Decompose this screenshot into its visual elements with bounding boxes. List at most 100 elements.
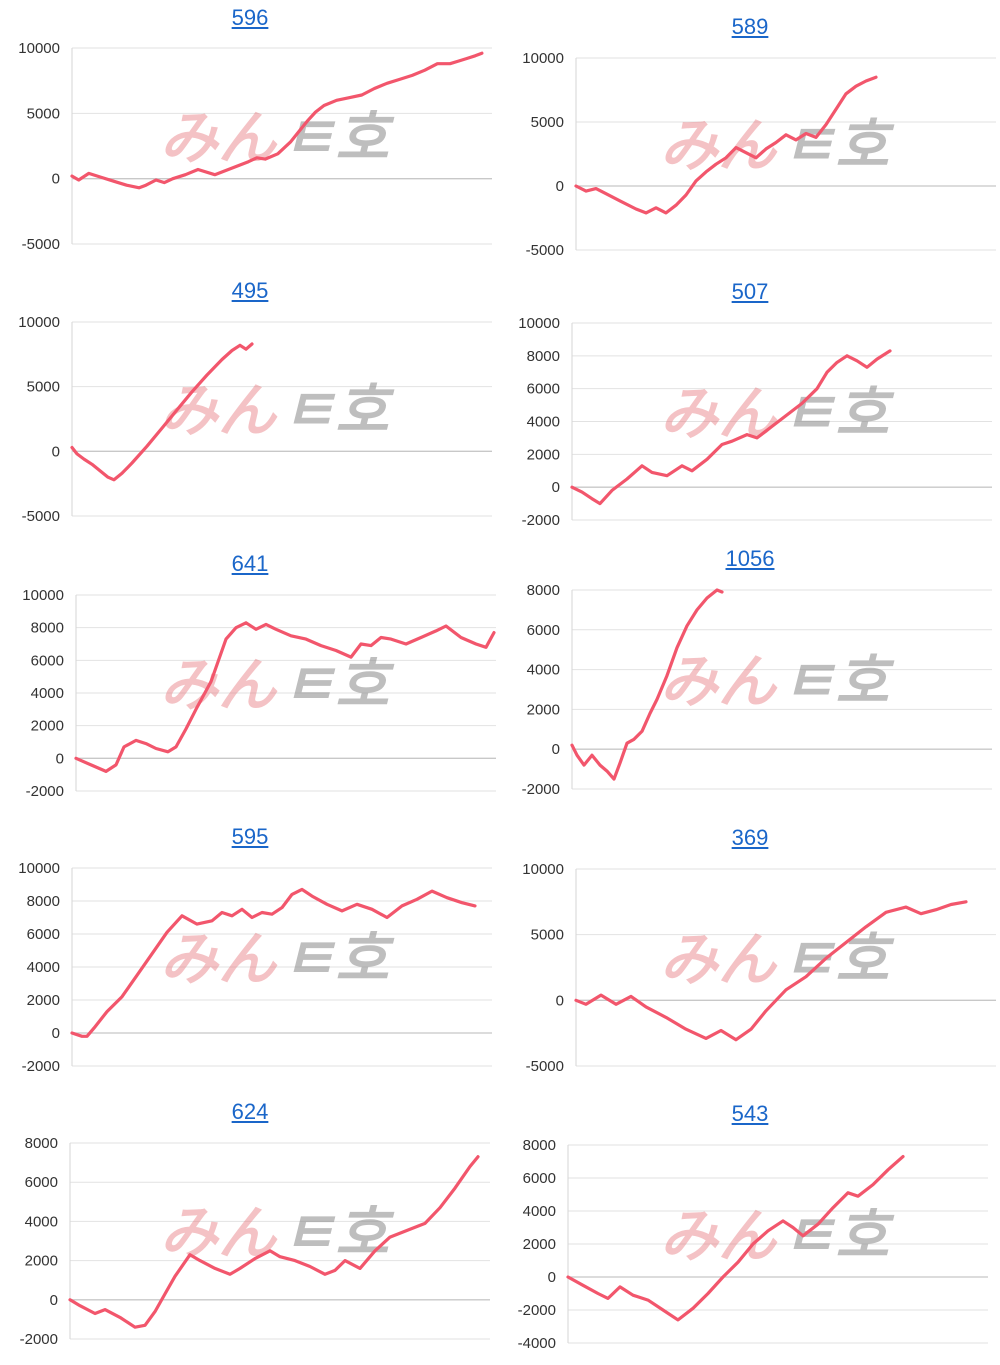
svg-text:ㅌ호: ㅌ호 — [282, 651, 395, 719]
y-tick-label: -4000 — [518, 1335, 556, 1352]
chart-title-link[interactable]: 495 — [231, 278, 269, 303]
svg-text:みん: みん — [160, 377, 278, 445]
watermark-logo: みん ㅌ호 — [660, 647, 895, 715]
svg-text:ㅌ호: ㅌ호 — [282, 1199, 395, 1267]
y-tick-label: 4000 — [527, 662, 560, 679]
y-tick-label: -2000 — [522, 512, 560, 529]
y-tick-label: 0 — [548, 1269, 556, 1286]
y-tick-label: -2000 — [522, 781, 560, 798]
series-line — [70, 342, 254, 482]
y-tick-label: 10000 — [18, 40, 60, 57]
y-tick-label: 4000 — [25, 1213, 58, 1230]
svg-text:みん: みん — [660, 925, 778, 993]
y-tick-label: 8000 — [31, 620, 64, 637]
y-tick-label: 10000 — [22, 587, 64, 604]
watermark-logo: みん ㅌ호 — [660, 925, 895, 993]
y-tick-label: 6000 — [27, 926, 60, 943]
y-tick-label: 0 — [52, 443, 60, 460]
y-tick-label: 8000 — [523, 1137, 556, 1154]
y-tick-label: 10000 — [522, 50, 564, 67]
y-tick-label: 0 — [52, 171, 60, 188]
watermark-logo: みん ㅌ호 — [660, 379, 895, 447]
series-line — [74, 621, 496, 773]
chart-title-link[interactable]: 641 — [231, 551, 269, 576]
chart-plot: 8000 6000 4000 2000 0 -2000 -4000 みん ㅌ호 — [518, 1137, 988, 1352]
y-tick-label: 4000 — [31, 685, 64, 702]
y-tick-label: 5000 — [531, 114, 564, 131]
y-tick-label: 10000 — [522, 861, 564, 878]
y-tick-label: -2000 — [26, 783, 64, 800]
y-tick-label: -2000 — [518, 1302, 556, 1319]
y-tick-label: 0 — [552, 479, 560, 496]
y-tick-label: 8000 — [27, 893, 60, 910]
svg-text:ㅌ호: ㅌ호 — [782, 112, 895, 180]
chart-title-link[interactable]: 624 — [231, 1099, 269, 1124]
y-tick-label: 0 — [556, 992, 564, 1009]
y-tick-label: 2000 — [31, 718, 64, 735]
y-tick-label: 6000 — [527, 622, 560, 639]
svg-text:みん: みん — [160, 104, 278, 172]
watermark-logo: みん ㅌ호 — [660, 1202, 895, 1270]
chart-title-link[interactable]: 543 — [731, 1101, 769, 1126]
svg-text:みん: みん — [660, 112, 778, 180]
series-line — [68, 1155, 480, 1329]
svg-text:ㅌ호: ㅌ호 — [782, 925, 895, 993]
svg-text:ㅌ호: ㅌ호 — [782, 379, 895, 447]
svg-text:ㅌ호: ㅌ호 — [782, 647, 895, 715]
svg-text:みん: みん — [660, 647, 778, 715]
y-tick-label: 2000 — [25, 1253, 58, 1270]
y-tick-label: 10000 — [18, 860, 60, 877]
y-tick-label: -2000 — [20, 1331, 58, 1348]
chart-title-link[interactable]: 596 — [231, 5, 269, 30]
y-tick-label: 5000 — [27, 105, 60, 122]
chart-plot: 10000 5000 0 -5000 みん ㅌ호 — [18, 40, 492, 253]
chart-plot: 10000 5000 0 -5000 みん ㅌ호 — [18, 314, 492, 525]
y-tick-label: 4000 — [27, 959, 60, 976]
y-tick-label: 8000 — [25, 1135, 58, 1152]
chart-title-link[interactable]: 595 — [231, 824, 269, 849]
svg-text:ㅌ호: ㅌ호 — [282, 104, 395, 172]
y-tick-label: 2000 — [527, 701, 560, 718]
chart-title-link[interactable]: 589 — [731, 14, 769, 39]
y-tick-label: 6000 — [31, 652, 64, 669]
y-tick-label: 2000 — [523, 1236, 556, 1253]
y-tick-label: -5000 — [526, 1058, 564, 1075]
svg-text:ㅌ호: ㅌ호 — [782, 1202, 895, 1270]
chart-title-link[interactable]: 369 — [731, 825, 769, 850]
y-tick-label: -5000 — [22, 508, 60, 525]
chart-plot: 10000 5000 0 -5000 みん ㅌ호 — [522, 50, 996, 259]
y-tick-label: 6000 — [523, 1170, 556, 1187]
y-tick-label: 0 — [56, 750, 64, 767]
chart-title-link[interactable]: 507 — [731, 279, 769, 304]
svg-text:みん: みん — [660, 1202, 778, 1270]
y-tick-label: 4000 — [523, 1203, 556, 1220]
series-line — [574, 900, 968, 1042]
y-tick-label: 5000 — [531, 927, 564, 944]
chart-title-link[interactable]: 1056 — [725, 546, 775, 571]
y-tick-label: 2000 — [27, 992, 60, 1009]
watermark-logo: みん ㅌ호 — [160, 925, 395, 993]
y-tick-label: 0 — [556, 178, 564, 195]
series-line — [70, 887, 477, 1038]
y-tick-label: 8000 — [527, 582, 560, 599]
series-line — [566, 1154, 905, 1322]
y-tick-label: 5000 — [27, 379, 60, 396]
y-tick-label: 8000 — [527, 348, 560, 365]
watermark-logo: みん ㅌ호 — [160, 377, 395, 445]
y-tick-label: 0 — [552, 741, 560, 758]
svg-text:ㅌ호: ㅌ호 — [282, 925, 395, 993]
y-tick-label: -5000 — [22, 236, 60, 253]
chart-plot: 8000 6000 4000 2000 0 -2000 みん ㅌ호 — [522, 582, 992, 798]
y-tick-label: 4000 — [527, 414, 560, 431]
series-line — [574, 75, 878, 215]
svg-text:ㅌ호: ㅌ호 — [282, 377, 395, 445]
y-tick-label: 0 — [50, 1292, 58, 1309]
y-tick-label: 2000 — [527, 446, 560, 463]
watermark-logo: みん ㅌ호 — [660, 112, 895, 180]
y-tick-label: 6000 — [25, 1174, 58, 1191]
y-tick-label: 0 — [52, 1025, 60, 1042]
series-line — [570, 349, 892, 506]
